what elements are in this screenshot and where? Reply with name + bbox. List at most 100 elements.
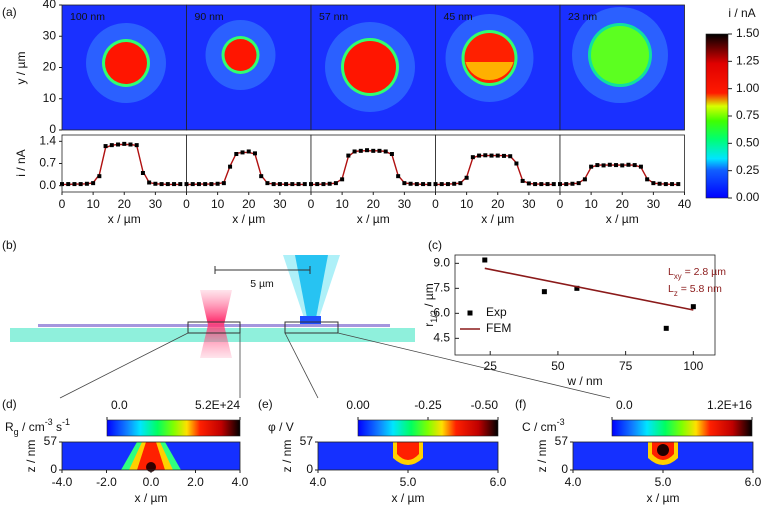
y-axis-label: z / nm (535, 440, 549, 473)
x-tick-label: 100 (683, 359, 703, 373)
exp-point (358, 148, 363, 153)
x-tick-label: 30 (149, 197, 163, 211)
colorbar-title: Rg / cm-3 s-1 (5, 417, 70, 437)
exp-point (72, 182, 77, 187)
colorbar (106, 419, 241, 437)
x-tick-label: 30 (398, 197, 412, 211)
y-axis-label: z / nm (280, 440, 294, 473)
x-axis-label: x / µm (357, 212, 390, 226)
exp-point (309, 182, 313, 187)
y-axis-label: y / µm (14, 52, 28, 85)
exp-point (91, 181, 96, 186)
exp-point (277, 182, 282, 187)
exp-point (582, 177, 587, 182)
colorbar-tick-label: -0.25 (414, 398, 442, 412)
fem-line (484, 267, 694, 311)
exp-point (539, 182, 544, 187)
exp-point (296, 182, 301, 187)
heatmap-title: 57 nm (319, 11, 348, 23)
exp-point (302, 182, 307, 187)
exp-point (464, 175, 469, 180)
x-tick-label: 20 (616, 197, 630, 211)
exp-point (614, 163, 619, 168)
x-tick-label: 4.0 (232, 475, 249, 489)
colorbar-tick-label: 0.0 (111, 398, 128, 412)
heatmap-spot (105, 42, 147, 84)
exp-point (452, 181, 457, 186)
panel-label: (d) (2, 397, 17, 411)
exp-point (116, 142, 121, 147)
text-part: / cm (19, 420, 45, 434)
x-axis-label: x / µm (606, 212, 639, 226)
exp-point (663, 325, 669, 331)
colorbar-tick-label: 0.00 (736, 190, 760, 204)
x-tick-label: 10 (460, 197, 474, 211)
x-tick-label: 10 (211, 197, 225, 211)
exp-point (172, 182, 177, 187)
exp-point (333, 181, 338, 186)
text-part: φ / V (268, 420, 294, 434)
text-part: s (53, 420, 62, 434)
annotation: Lxy = 2.8 µm (668, 266, 726, 281)
y-tick-label: 10 (43, 91, 57, 105)
text-part: g (14, 427, 19, 437)
x-tick-label: 5.0 (400, 475, 417, 489)
exp-point (570, 181, 575, 186)
colorbar-title: i / nA (728, 6, 755, 20)
x-tick-label: 10 (335, 197, 349, 211)
exp-point (371, 148, 376, 153)
exp-point (520, 178, 525, 183)
exp-point (134, 143, 139, 148)
exp-point (489, 153, 494, 158)
colorbar-tick-label: 1.50 (736, 26, 760, 40)
exp-point (402, 181, 407, 186)
y-tick-label: 0.7 (39, 156, 56, 170)
colorbar-tick-label: 0.50 (736, 136, 760, 150)
text-part: = 5.8 nm (678, 283, 722, 295)
colorbar-title: φ / V (268, 420, 294, 434)
exp-point (97, 174, 102, 179)
x-tick-label: 30 (273, 197, 287, 211)
panel-label: (b) (2, 238, 17, 252)
heatmap-spot (591, 26, 649, 84)
panel-label: (e) (258, 397, 273, 411)
exp-point (271, 182, 276, 187)
exp-point (551, 182, 556, 187)
exp-point (433, 182, 438, 187)
zoom-line (284, 332, 319, 399)
colorbar-tick-label: 5.2E+24 (195, 398, 240, 412)
y-tick-label: 4.5 (433, 331, 450, 345)
exp-point (377, 148, 382, 153)
exp-point (103, 144, 108, 149)
x-tick-label: 20 (491, 197, 505, 211)
exp-point (632, 163, 637, 168)
exp-point (259, 174, 264, 179)
exp-point (228, 164, 233, 169)
legend-label: Exp (486, 305, 507, 319)
heatmap-spot (224, 39, 257, 71)
text-part: R (5, 420, 14, 434)
y-tick-label: 0 (50, 462, 57, 476)
colorbar-tick-label: 0.0 (616, 398, 633, 412)
exp-point (458, 181, 463, 186)
exp-point (203, 182, 208, 187)
text-part: = 2.8 µm (682, 266, 727, 278)
exp-point (122, 141, 127, 146)
x-axis-label: x / µm (232, 212, 265, 226)
exp-point (240, 150, 245, 155)
heatmap-title: 45 nm (444, 11, 473, 23)
exp-point (128, 142, 133, 147)
exp-point (284, 182, 289, 187)
map-feature (137, 442, 165, 470)
legend-label: FEM (486, 321, 511, 335)
tip-end (300, 316, 321, 324)
text-part: -3 (45, 417, 53, 427)
exp-point (690, 304, 696, 310)
x-tick-label: 6.0 (490, 475, 507, 489)
y-tick-label: 57 (300, 434, 314, 448)
x-tick-label: 5.0 (655, 475, 672, 489)
zoom-line (337, 332, 611, 399)
y-tick-label: 0 (561, 462, 568, 476)
exp-point (184, 182, 189, 187)
